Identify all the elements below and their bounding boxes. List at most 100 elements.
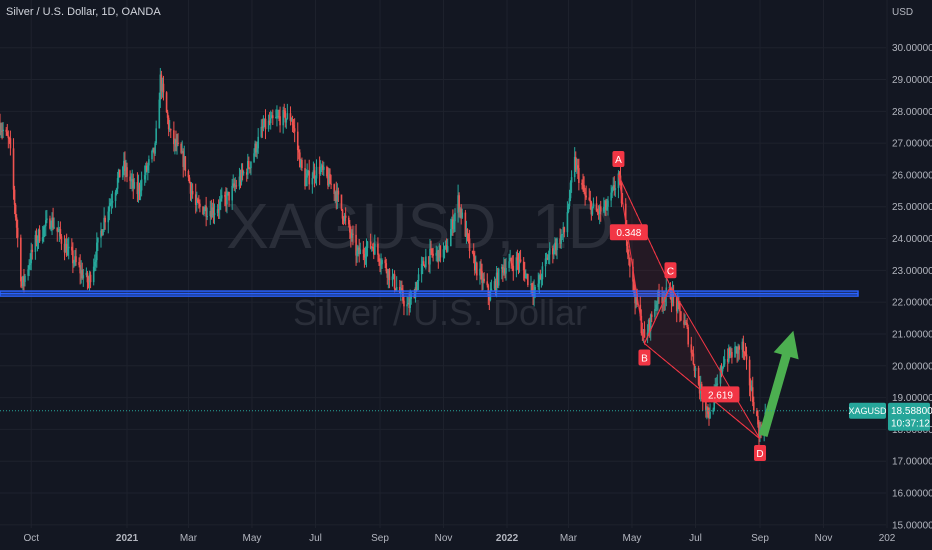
- candle-body: [501, 267, 503, 269]
- candle-body: [627, 245, 629, 255]
- candle-body: [716, 383, 719, 385]
- candle-body: [606, 206, 608, 210]
- candle-body: [36, 239, 39, 243]
- candle-body: [139, 190, 142, 192]
- candle-body: [268, 120, 271, 124]
- candle-body: [457, 195, 459, 213]
- candle-body: [87, 282, 90, 284]
- price-tick-label: 30.00000: [892, 43, 932, 54]
- candle-body: [56, 227, 59, 232]
- candle-body: [341, 209, 344, 219]
- candle-body: [758, 424, 760, 438]
- candle-body: [7, 135, 10, 139]
- price-axis[interactable]: 15.0000016.0000017.0000018.0000019.00000…: [888, 43, 932, 531]
- candle-body: [504, 268, 506, 274]
- candle-body: [751, 387, 754, 403]
- candle-body: [285, 118, 288, 123]
- price-tick-label: 23.00000: [892, 266, 932, 277]
- candle-body: [270, 115, 273, 119]
- candle-body: [177, 142, 179, 144]
- pattern-point-marker[interactable]: [754, 444, 767, 461]
- time-tick-label: Mar: [560, 533, 578, 544]
- candle-body: [554, 242, 556, 251]
- candle-body: [31, 249, 34, 252]
- pattern-point-marker[interactable]: [612, 150, 625, 167]
- candle-body: [204, 206, 206, 211]
- candle-body: [634, 292, 636, 304]
- candle-body: [173, 130, 175, 145]
- candle-body: [647, 319, 650, 333]
- candle-body: [428, 256, 430, 265]
- candle-body: [693, 364, 696, 371]
- candle-body: [362, 249, 365, 254]
- candle-body: [384, 260, 387, 264]
- candle-body: [155, 128, 157, 144]
- candle-body: [271, 115, 274, 119]
- pattern-ratio-marker[interactable]: [701, 386, 740, 403]
- candle-body: [684, 322, 686, 325]
- candle-body: [264, 118, 267, 130]
- candle-body: [635, 293, 637, 304]
- candle-body: [379, 261, 381, 265]
- pattern-point-marker[interactable]: [664, 262, 677, 279]
- symbol-tag[interactable]: [849, 402, 886, 419]
- candle-body: [438, 245, 441, 262]
- candle-body: [486, 281, 489, 286]
- candle-body: [291, 120, 294, 126]
- pattern-ratio-label: 2.619: [708, 390, 733, 401]
- candle-body: [584, 191, 586, 196]
- candle-body: [577, 165, 579, 169]
- candle-body: [380, 264, 382, 266]
- candle-body: [523, 270, 526, 279]
- candle-body: [37, 229, 40, 240]
- candle-body: [591, 206, 594, 215]
- candle-body: [497, 268, 500, 286]
- candle-body: [133, 182, 136, 189]
- candle-body: [519, 259, 522, 262]
- candle-body: [568, 198, 571, 207]
- pattern-point-marker[interactable]: [638, 349, 651, 366]
- candle-body: [110, 202, 113, 204]
- candle-body: [604, 201, 606, 207]
- candle-body: [227, 191, 229, 194]
- candle-body: [210, 210, 213, 218]
- candle-body: [496, 272, 499, 286]
- candle-body: [381, 260, 383, 265]
- candle-body: [512, 265, 515, 271]
- candle-body: [410, 295, 413, 299]
- candle-body: [315, 166, 318, 179]
- candle-body: [603, 206, 605, 212]
- candle-body: [357, 247, 359, 252]
- candle-body: [403, 300, 405, 307]
- candle-body: [522, 261, 525, 271]
- candle-body: [559, 238, 561, 244]
- candle-body: [211, 207, 214, 218]
- time-tick-label: May: [242, 533, 261, 544]
- candle-body: [581, 182, 583, 185]
- candle-body: [333, 184, 336, 194]
- candle-body: [115, 188, 118, 193]
- candle-body: [738, 346, 741, 350]
- candle-body: [73, 262, 75, 264]
- candle-body: [707, 407, 709, 415]
- candle-body: [334, 191, 337, 194]
- candle-body: [388, 269, 391, 281]
- candle-body: [544, 258, 547, 267]
- candle-body: [160, 74, 163, 92]
- candle-body: [126, 167, 128, 177]
- candle-body: [43, 226, 46, 228]
- candle-body: [530, 283, 532, 286]
- pattern-ratio-marker[interactable]: [609, 224, 648, 241]
- candle-body: [511, 263, 514, 266]
- candle-body: [736, 346, 738, 354]
- candle-body: [242, 172, 245, 174]
- candle-body: [188, 177, 191, 183]
- candle-body: [618, 173, 621, 176]
- candle-body: [46, 218, 48, 221]
- drawings[interactable]: A B C D 0.348 2.619 XAGUSD: [0, 150, 887, 461]
- candle-body: [52, 217, 54, 228]
- candle-body: [466, 228, 469, 235]
- time-axis[interactable]: Oct 2021 Mar May Jul Sep Nov 2022 Mar May Jul Sep No…: [23, 533, 895, 544]
- last-price-tag[interactable]: [888, 402, 930, 431]
